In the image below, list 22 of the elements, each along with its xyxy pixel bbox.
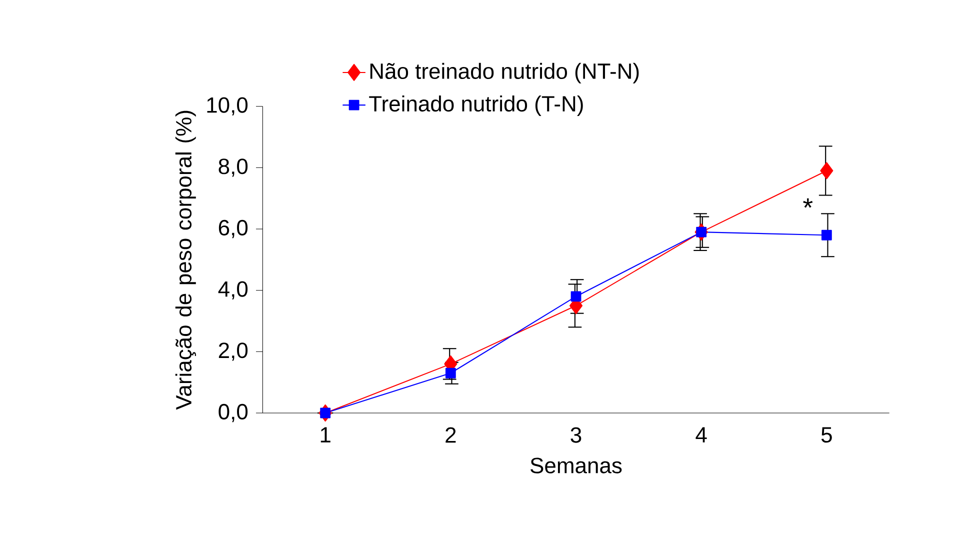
y-tick-label: 4,0: [218, 281, 248, 300]
x-axis-title: Semanas: [530, 458, 622, 474]
x-tick-label: 4: [696, 427, 707, 442]
y-tick-label: 6,0: [218, 220, 248, 238]
y-axis-title: Variação de peso corporal (%): [175, 110, 196, 410]
y-tick-label: 10,0: [207, 97, 248, 116]
legend-label: Treinado nutrido (T-N): [369, 95, 583, 116]
y-tick-label: 2,0: [218, 342, 248, 361]
legend-label: Não treinado nutrido (NT-N): [370, 62, 639, 84]
point: [570, 291, 582, 302]
x-tick-label: 1: [320, 427, 330, 442]
point: [820, 162, 834, 180]
point: [320, 408, 331, 418]
point: [696, 226, 707, 238]
point: [445, 368, 456, 378]
y-tick-label: 8,0: [218, 158, 248, 177]
x-tick-label: 2: [446, 427, 456, 443]
x-tick-label: 3: [570, 427, 582, 443]
x-tick-label: 5: [821, 427, 832, 443]
point: [821, 230, 832, 240]
y-tick-label: 0,0: [218, 404, 248, 422]
annotation: *: [803, 198, 813, 208]
